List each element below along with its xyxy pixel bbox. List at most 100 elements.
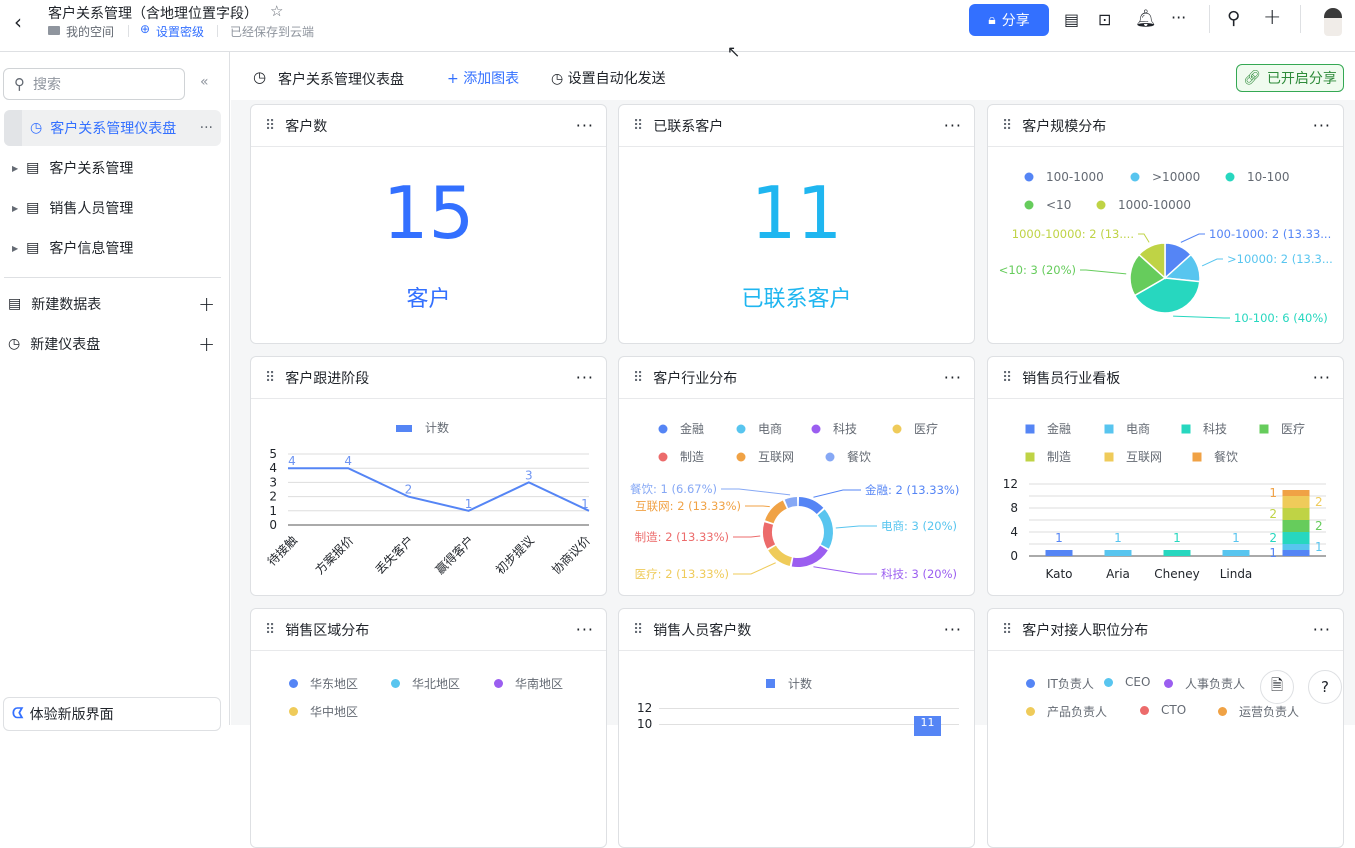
y-tick-label: 2 bbox=[269, 490, 277, 504]
legend-item[interactable]: CTO bbox=[1140, 703, 1186, 717]
legend-label: 华东地区 bbox=[310, 677, 359, 691]
data-label: 4 bbox=[344, 454, 352, 468]
more-icon[interactable]: ··· bbox=[943, 620, 962, 639]
legend-item[interactable]: 华东地区 bbox=[289, 675, 358, 692]
y-tick: 12 bbox=[637, 701, 653, 715]
drag-handle-icon[interactable]: ⠿ bbox=[1002, 621, 1012, 638]
divider bbox=[128, 25, 129, 37]
leader-line bbox=[1080, 269, 1127, 275]
legend-dot bbox=[658, 452, 668, 462]
location-link[interactable]: 我的空间 bbox=[66, 25, 115, 39]
drag-handle-icon[interactable]: ⠿ bbox=[633, 117, 643, 134]
star-icon[interactable]: ☆ bbox=[270, 2, 284, 20]
drag-handle-icon[interactable]: ⠿ bbox=[265, 621, 275, 638]
y-tick-label: 0 bbox=[269, 518, 277, 532]
new-table-button[interactable]: ▤ 新建数据表 + bbox=[4, 286, 221, 322]
sidebar-item-dashboard[interactable]: ◷ 客户关系管理仪表盘 ··· bbox=[4, 110, 221, 146]
help-button[interactable]: ? bbox=[1308, 670, 1342, 704]
legend-label: 华中地区 bbox=[310, 705, 359, 719]
sidebar-item-sales-table[interactable]: ▶ ▤ 销售人员管理 bbox=[4, 190, 221, 226]
expand-arrow-icon[interactable]: ▶ bbox=[12, 163, 19, 173]
leader-line bbox=[813, 489, 861, 498]
add-chart-button[interactable]: + 添加图表 bbox=[447, 68, 519, 88]
drag-handle-icon[interactable]: ⠿ bbox=[265, 369, 275, 386]
more-icon[interactable]: ··· bbox=[1312, 116, 1331, 135]
sidebar-item-crm-table[interactable]: ▶ ▤ 客户关系管理 bbox=[4, 150, 221, 186]
legend-item: 科技 bbox=[811, 422, 857, 436]
legend-item: 计数 bbox=[396, 420, 449, 435]
legend-dot bbox=[1026, 679, 1035, 688]
legend-item[interactable]: 华北地区 bbox=[391, 675, 460, 692]
legend-item[interactable]: 华中地区 bbox=[289, 703, 358, 720]
drag-handle-icon[interactable]: ⠿ bbox=[265, 117, 275, 134]
more-icon[interactable]: ··· bbox=[575, 620, 594, 639]
legend-label: 医疗 bbox=[914, 422, 938, 436]
add-icon[interactable]: + bbox=[198, 332, 215, 356]
back-icon[interactable]: ‹ bbox=[14, 10, 22, 34]
donut-segment bbox=[798, 497, 824, 515]
more-icon[interactable]: ··· bbox=[199, 120, 213, 136]
x-tick-label: Aria bbox=[1106, 567, 1130, 581]
legend-item[interactable]: 人事负责人 bbox=[1164, 675, 1245, 692]
drag-handle-icon[interactable]: ⠿ bbox=[633, 369, 643, 386]
legend-item[interactable]: 华南地区 bbox=[494, 675, 563, 692]
more-icon[interactable]: ··· bbox=[1312, 620, 1331, 639]
shared-status-button[interactable]: 🔗︎ 已开启分享 bbox=[1236, 64, 1344, 92]
bar-segment bbox=[1282, 532, 1310, 544]
add-icon[interactable]: + bbox=[198, 292, 215, 316]
bell-icon[interactable]: 🔔︎ bbox=[1135, 9, 1157, 29]
drag-handle-icon[interactable]: ⠿ bbox=[633, 621, 643, 638]
search-icon[interactable]: ⚲ bbox=[1227, 8, 1241, 29]
doc-permission-icon[interactable]: ▤ bbox=[1064, 10, 1080, 29]
security-level-link[interactable]: 设置密级 bbox=[156, 25, 205, 39]
expand-arrow-icon[interactable]: ▶ bbox=[12, 203, 19, 213]
legend-label: 运营负责人 bbox=[1239, 705, 1300, 719]
legend-dot bbox=[1130, 172, 1140, 182]
data-label: 1 bbox=[1114, 531, 1122, 545]
robot-icon[interactable]: ⊡ bbox=[1098, 10, 1112, 29]
legend-item[interactable]: 计数 bbox=[765, 675, 812, 692]
share-label: 分享 bbox=[1001, 13, 1030, 29]
new-dashboard-button[interactable]: ◷ 新建仪表盘 + bbox=[4, 326, 221, 362]
legend-item: 餐饮 bbox=[825, 449, 871, 464]
legend-item[interactable]: IT负责人 bbox=[1026, 675, 1094, 692]
legend-label: CTO bbox=[1161, 703, 1187, 717]
share-button[interactable]: 🔒︎ 分享 bbox=[969, 4, 1049, 36]
add-chart-label: 添加图表 bbox=[463, 71, 520, 87]
legend-item[interactable]: CEO bbox=[1104, 675, 1150, 689]
more-icon[interactable]: ··· bbox=[575, 116, 594, 135]
card-title: 客户跟进阶段 bbox=[285, 370, 370, 387]
metric-label: 已联系客户 bbox=[741, 287, 852, 312]
more-icon[interactable]: ··· bbox=[575, 368, 594, 387]
legend-label: 电商 bbox=[1126, 421, 1150, 436]
slice-label: 金融: 2 (13.33%) bbox=[865, 483, 959, 497]
drag-handle-icon[interactable]: ⠿ bbox=[1002, 369, 1012, 386]
search-input[interactable]: ⚲ 搜索 bbox=[3, 68, 185, 100]
automation-button[interactable]: ◷ 设置自动化发送 bbox=[551, 68, 666, 88]
more-icon[interactable]: ··· bbox=[1312, 368, 1331, 387]
drag-handle-icon[interactable]: ⠿ bbox=[1002, 117, 1012, 134]
add-icon[interactable]: + bbox=[1263, 5, 1282, 30]
more-icon[interactable]: ··· bbox=[943, 116, 962, 135]
legend-item: 医疗 bbox=[1258, 422, 1305, 436]
legend-item[interactable]: 运营负责人 bbox=[1218, 703, 1299, 720]
slice-label: 餐饮: 1 (6.67%) bbox=[630, 482, 717, 496]
document-button[interactable]: 🗎︎ bbox=[1260, 670, 1294, 704]
x-tick-label: Kato bbox=[1045, 567, 1072, 581]
slice-label: <10: 3 (20%) bbox=[999, 263, 1076, 277]
legend-item[interactable]: 产品负责人 bbox=[1026, 703, 1107, 720]
bar-segment bbox=[1282, 520, 1310, 532]
table-icon: ▤ bbox=[26, 200, 40, 216]
expand-arrow-icon[interactable]: ▶ bbox=[12, 243, 19, 253]
avatar[interactable] bbox=[1324, 8, 1342, 36]
leader-line bbox=[1138, 233, 1150, 243]
card-title: 客户规模分布 bbox=[1022, 118, 1107, 135]
leader-line bbox=[733, 562, 776, 575]
more-icon[interactable]: ··· bbox=[1171, 8, 1187, 27]
collapse-sidebar-icon[interactable]: « bbox=[200, 74, 209, 90]
legend-label: 餐饮 bbox=[847, 449, 871, 464]
more-icon[interactable]: ··· bbox=[943, 368, 962, 387]
try-new-ui-button[interactable]: ᗧ 体验新版界面 bbox=[3, 697, 221, 731]
sidebar-item-customer-info[interactable]: ▶ ▤ 客户信息管理 bbox=[4, 230, 221, 266]
